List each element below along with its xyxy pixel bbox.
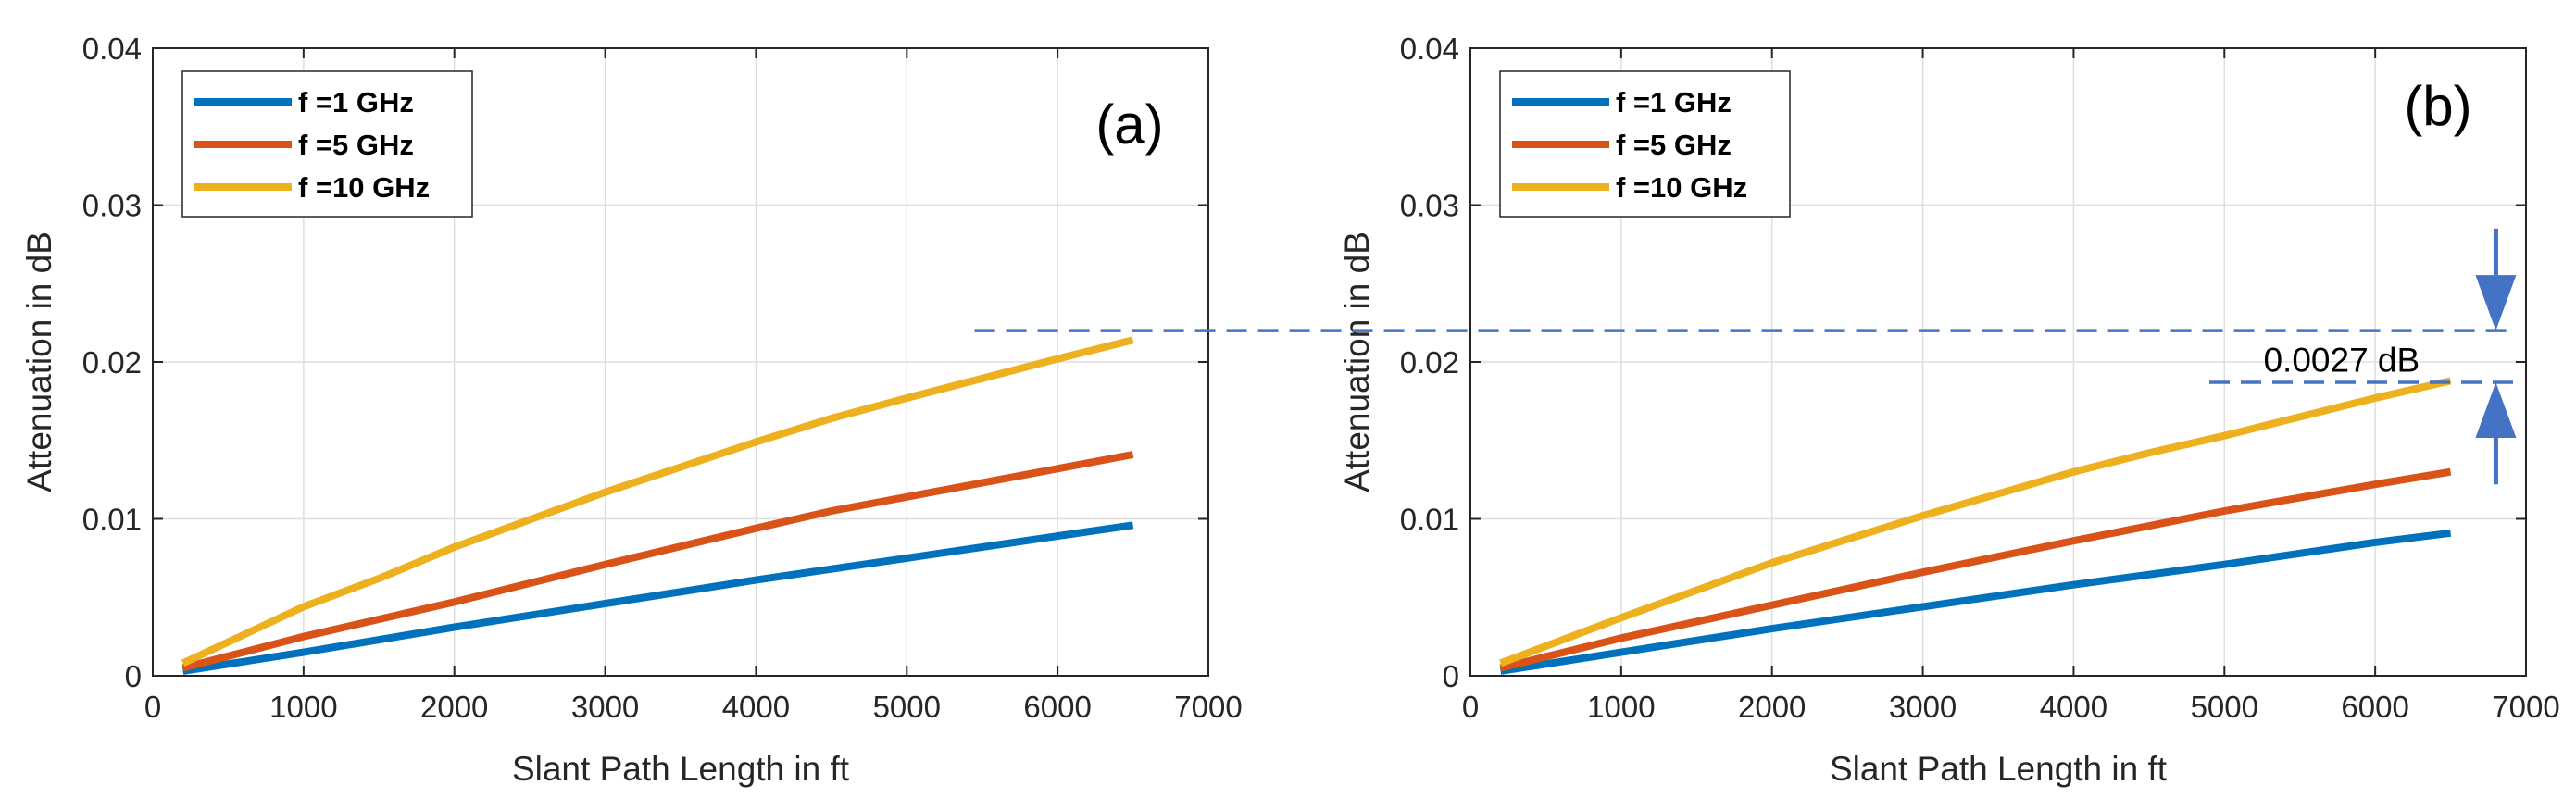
x-tick-label: 1000 xyxy=(269,690,337,724)
y-tick-label: 0.01 xyxy=(1400,503,1459,537)
y-tick-label: 0.04 xyxy=(1400,31,1459,66)
x-tick-label: 6000 xyxy=(1023,690,1091,724)
down-arrow-head xyxy=(2475,275,2517,331)
y-tick-label: 0.04 xyxy=(82,31,142,66)
legend: f =1 GHz f =5 GHz f =10 GHz xyxy=(181,70,473,218)
y-tick-label: 0 xyxy=(125,659,142,693)
series-line-1 xyxy=(181,521,1134,675)
legend-entry: f =10 GHz xyxy=(298,171,430,204)
x-tick-label: 3000 xyxy=(571,690,639,724)
legend-entry: f =10 GHz xyxy=(1616,171,1747,204)
difference-annotation: 0.0027 dB xyxy=(2263,341,2420,379)
y-axis-label: Attenuation in dB xyxy=(20,231,58,492)
up-arrow-head xyxy=(2475,382,2517,439)
panel-label: (b) xyxy=(2404,75,2471,137)
y-tick-label: 0.02 xyxy=(82,345,142,380)
series-line-1 xyxy=(1499,529,2452,675)
x-tick-label: 1000 xyxy=(1587,690,1655,724)
x-tick-label: 6000 xyxy=(2341,690,2408,724)
legend-entry: f =1 GHz xyxy=(1616,86,1732,118)
legend-entry: f =5 GHz xyxy=(298,129,414,161)
x-tick-label: 7000 xyxy=(2492,690,2559,724)
x-tick-label: 5000 xyxy=(873,690,941,724)
annotations: 0.0027 dB xyxy=(974,228,2517,485)
legend-entry: f =1 GHz xyxy=(298,86,414,118)
series-line-3 xyxy=(1499,377,2452,667)
x-tick-label: 0 xyxy=(1462,690,1479,724)
series-line-3 xyxy=(181,336,1134,667)
series-line-2 xyxy=(1499,467,2452,672)
panel-label: (a) xyxy=(1095,93,1163,156)
x-tick-label: 4000 xyxy=(722,690,790,724)
y-tick-label: 0.03 xyxy=(1400,189,1459,223)
x-tick-label: 2000 xyxy=(420,690,488,724)
legend: f =1 GHz f =5 GHz f =10 GHz xyxy=(1499,70,1791,218)
y-tick-label: 0.03 xyxy=(82,189,142,223)
x-axis-label: Slant Path Length in ft xyxy=(1830,750,2168,788)
series-line-2 xyxy=(181,451,1134,672)
chart-panel-b: 0 1000 2000 3000 4000 5000 6000 7000 0 0.01 0.02 0.… xyxy=(1338,31,2560,788)
legend-entry: f =5 GHz xyxy=(1616,129,1732,161)
x-tick-label: 7000 xyxy=(1174,690,1242,724)
y-tick-label: 0 xyxy=(1443,659,1459,693)
x-axis-label: Slant Path Length in ft xyxy=(512,750,850,788)
y-tick-label: 0.01 xyxy=(82,503,142,537)
x-tick-label: 3000 xyxy=(1889,690,1957,724)
x-tick-label: 2000 xyxy=(1738,690,1806,724)
x-tick-label: 4000 xyxy=(2040,690,2107,724)
x-tick-label: 5000 xyxy=(2191,690,2258,724)
y-axis-label: Attenuation in dB xyxy=(1338,231,1376,492)
y-tick-label: 0.02 xyxy=(1400,345,1459,380)
x-tick-label: 0 xyxy=(144,690,161,724)
chart-panel-a: 0 1000 2000 3000 4000 5000 6000 7000 0 0.01 0.02 0.… xyxy=(20,31,1243,788)
